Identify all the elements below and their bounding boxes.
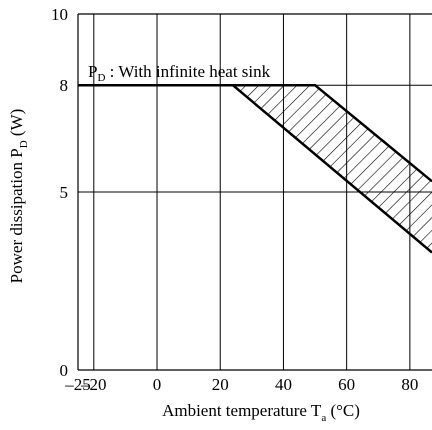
annotation-sub: D	[97, 72, 105, 84]
tick-labels-group: –25–20 0 20 40 60 80 0 5 8 10	[51, 5, 418, 394]
x-tick-label-3: 20	[212, 375, 229, 394]
x-tick-label-0: –25	[64, 375, 91, 394]
annotation-rest: : With infinite heat sink	[105, 62, 270, 81]
x-tick-label-6: 80	[401, 375, 418, 394]
x-axis-label: Ambient temperature Ta (°C)	[162, 401, 360, 424]
heat-sink-annotation: PD : With infinite heat sink	[88, 62, 271, 84]
x-tick-label-4: 40	[275, 375, 292, 394]
x-tick-label-5: 60	[338, 375, 355, 394]
y-axis-label-sub: D	[18, 140, 30, 148]
hatched-band-group	[232, 84, 432, 254]
y-axis-label-unit: (W)	[7, 109, 26, 141]
y-tick-label-0: 0	[60, 361, 69, 380]
x-axis-label-unit: (°C)	[326, 401, 360, 420]
plot-frame-group	[77, 13, 432, 371]
x-tick-label-1: –20	[80, 375, 107, 394]
y-axis-label-main: Power dissipation P	[7, 148, 26, 283]
x-axis-label-main: Ambient temperature T	[162, 401, 322, 420]
y-tick-label-2: 8	[60, 76, 69, 95]
annotation-main: P	[88, 62, 97, 81]
x-tick-label-2: 0	[153, 375, 162, 394]
y-axis-label: Power dissipation PD (W)	[7, 109, 30, 284]
y-tick-label-1: 5	[60, 183, 69, 202]
band-lower-edge	[232, 84, 432, 254]
y-tick-label-3: 10	[51, 5, 68, 24]
x-axis-label-sub: a	[321, 412, 326, 424]
series-group	[78, 83, 432, 183]
series-line-0	[78, 83, 432, 183]
